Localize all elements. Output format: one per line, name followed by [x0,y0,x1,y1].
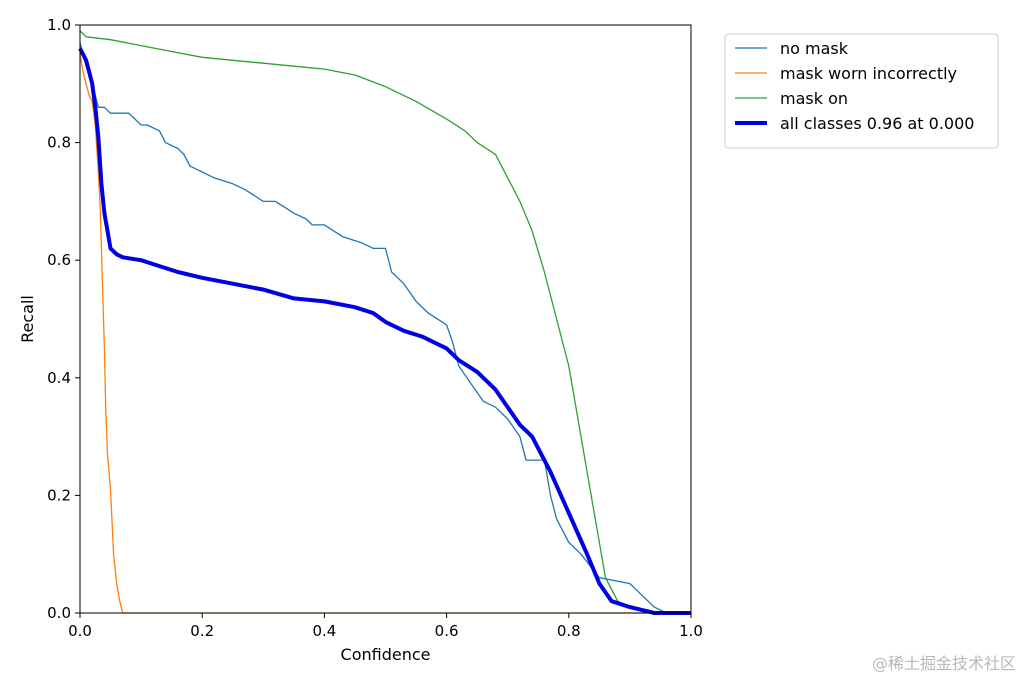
legend-box [724,33,999,149]
legend: no mask mask worn incorrectly mask on all c… [724,33,999,149]
x-axis-label: Confidence [341,645,431,664]
legend-label-3: mask on [780,89,848,108]
x-tick-label: 0.0 [68,622,92,640]
x-tick-label: 0.6 [435,622,459,640]
x-tick-label: 0.2 [190,622,214,640]
watermark-text: @稀土掘金技术社区 [871,654,1016,673]
y-tick-label: 0.2 [47,486,71,504]
y-tick-label: 0.8 [47,134,71,152]
y-axis-label: Recall [18,295,37,343]
y-tick-label: 0.6 [47,251,71,269]
series-line-4 [78,47,691,615]
ticks-layer: 0.0 0.2 0.4 0.6 0.8 1.0 0.0 0.2 0.4 0.6 0.8 1.0 [47,16,703,640]
legend-label-4: all classes 0.96 at 0.000 [780,114,974,133]
series-line-3 [79,30,691,614]
series-line-1 [79,42,691,614]
y-tick-label: 0.4 [47,369,71,387]
legend-label-2: mask worn incorrectly [780,64,957,83]
plot-frame [79,24,692,614]
x-tick-label: 0.8 [557,622,581,640]
x-tick-label: 1.0 [679,622,703,640]
x-tick-label: 0.4 [312,622,336,640]
y-tick-label: 0.0 [47,604,71,622]
legend-label-1: no mask [780,39,849,58]
y-tick-label: 1.0 [47,16,71,34]
series-line-2 [79,54,691,614]
series-layer [78,30,691,615]
